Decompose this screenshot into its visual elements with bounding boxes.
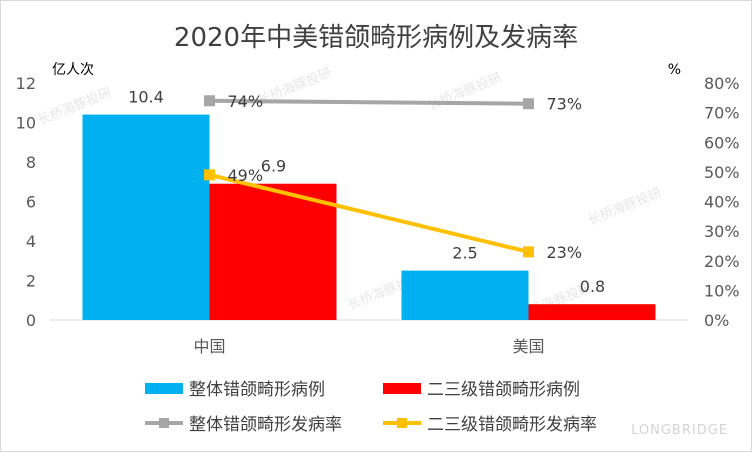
- legend-marker-2: [159, 418, 169, 428]
- watermark-text-2: 长桥海豚投研: [426, 70, 504, 114]
- line-label-0-1: 73%: [547, 95, 583, 114]
- legend-label-3: 二三级错颌畸形发病率: [427, 415, 597, 435]
- y-right-tick-2: 20%: [704, 252, 740, 271]
- legend-marker-3: [397, 418, 407, 428]
- brand-watermark: LONGBRIDGE: [631, 423, 728, 438]
- y-right-tick-1: 10%: [704, 281, 740, 300]
- bar-label-1-0: 6.9: [261, 157, 286, 176]
- chart-title: 2020年中美错颌畸形病例及发病率: [174, 23, 578, 53]
- y-right-tick-5: 50%: [704, 163, 740, 182]
- y-left-tick-12: 12: [16, 74, 36, 93]
- line-1: [209, 172, 529, 254]
- legend-label-1: 二三级错颌畸形病例: [427, 380, 580, 400]
- y-right-tick-8: 80%: [704, 74, 740, 93]
- y-left-tick-10: 10: [16, 114, 36, 133]
- bar-0-1: [401, 270, 529, 320]
- y-left-tick-8: 8: [26, 153, 36, 172]
- line-marker-0-1: [523, 98, 534, 110]
- y-left-axis-label: 亿人次: [52, 62, 94, 78]
- bar-label-1-1: 0.8: [580, 277, 605, 296]
- y-right-tick-4: 40%: [704, 193, 740, 212]
- bar-1-0: [209, 183, 337, 320]
- y-left-tick-0: 0: [26, 311, 36, 330]
- y-right-tick-6: 60%: [704, 133, 740, 152]
- legend-swatch-0: [145, 383, 183, 394]
- legend-label-0: 整体错颌畸形病例: [189, 380, 325, 400]
- line-0: [209, 98, 529, 106]
- line-label-1-1: 23%: [547, 243, 583, 262]
- line-marker-1-1: [523, 246, 534, 258]
- x-tick-0: 中国: [193, 337, 225, 356]
- bar-label-0-1: 2.5: [452, 244, 477, 263]
- y-left-tick-2: 2: [26, 272, 36, 291]
- legend-label-2: 整体错颌畸形发病率: [189, 415, 342, 435]
- watermark-text-3: 长桥海豚投研: [586, 185, 664, 229]
- x-tick-1: 美国: [512, 337, 544, 356]
- y-right-tick-3: 30%: [704, 222, 740, 241]
- line-label-0-0: 74%: [228, 92, 264, 111]
- y-right-axis-label: %: [668, 62, 681, 78]
- y-right-tick-0: 0%: [704, 311, 729, 330]
- line-label-1-0: 49%: [228, 166, 264, 185]
- bar-label-0-0: 10.4: [128, 88, 164, 107]
- y-left-tick-4: 4: [26, 232, 36, 251]
- line-marker-0-0: [204, 95, 215, 107]
- legend-swatch-1: [383, 383, 421, 394]
- y-right-tick-7: 70%: [704, 104, 740, 123]
- bar-0-0: [82, 114, 210, 320]
- y-left-tick-6: 6: [26, 193, 36, 212]
- bar-1-1: [528, 304, 656, 320]
- line-marker-1-0: [204, 169, 215, 181]
